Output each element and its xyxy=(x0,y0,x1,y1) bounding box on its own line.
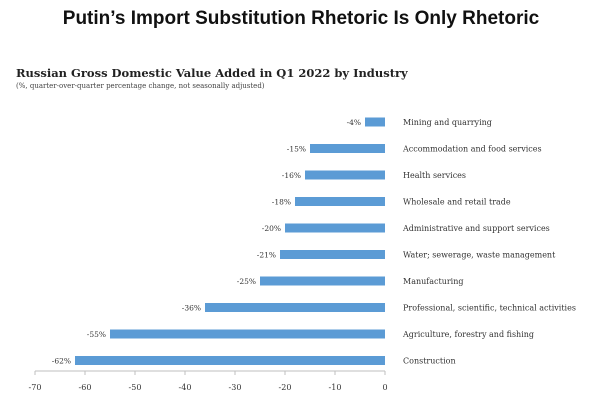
x-tick-label: -20 xyxy=(279,383,292,392)
data-label: -62% xyxy=(52,357,71,366)
data-label: -55% xyxy=(87,330,106,339)
data-label: -18% xyxy=(272,198,291,207)
chart-subtitle: (%, quarter-over-quarter percentage chan… xyxy=(16,82,265,90)
category-label: Health services xyxy=(403,171,466,180)
category-label: Professional, scientific, technical acti… xyxy=(403,304,576,313)
x-tick-label: -50 xyxy=(129,383,142,392)
headline: Putin’s Import Substitution Rhetoric Is … xyxy=(62,8,540,29)
category-label: Construction xyxy=(403,357,456,366)
bars-group: -4% Mining and quarrying -15% Accommodation… xyxy=(52,117,576,366)
bar xyxy=(285,223,385,233)
category-label: Accommodation and food services xyxy=(402,145,542,154)
category-label: Manufacturing xyxy=(403,277,464,286)
x-tick-label: 0 xyxy=(382,383,387,392)
category-label: Administrative and support services xyxy=(402,224,550,233)
x-tick-label: -60 xyxy=(79,383,92,392)
bar xyxy=(110,329,385,339)
chart-title: Russian Gross Domestic Value Added in Q1… xyxy=(16,66,408,80)
bar xyxy=(295,197,385,206)
x-tick-label: -40 xyxy=(179,383,192,392)
data-label: -21% xyxy=(257,251,276,260)
data-label: -16% xyxy=(282,171,301,180)
data-label: -4% xyxy=(347,118,361,127)
bar xyxy=(365,117,385,127)
x-tick-label: -70 xyxy=(29,383,42,392)
data-label: -25% xyxy=(237,277,256,286)
bar xyxy=(305,170,385,180)
data-label: -15% xyxy=(287,145,306,154)
bar xyxy=(280,250,385,259)
category-label: Water; sewerage, waste management xyxy=(403,251,556,260)
category-label: Agriculture, forestry and fishing xyxy=(402,330,534,339)
category-label: Wholesale and retail trade xyxy=(403,198,511,207)
bar xyxy=(260,276,385,286)
data-label: -20% xyxy=(262,224,281,233)
bar xyxy=(75,356,385,365)
data-label: -36% xyxy=(182,304,201,313)
bar xyxy=(310,144,385,153)
x-tick-label: -30 xyxy=(229,383,242,392)
bar xyxy=(205,303,385,312)
x-tick-label: -10 xyxy=(329,383,342,392)
x-axis: -70 -60 -50 -40 -30 -20 -10 0 xyxy=(29,370,388,392)
category-label: Mining and quarrying xyxy=(403,118,492,127)
